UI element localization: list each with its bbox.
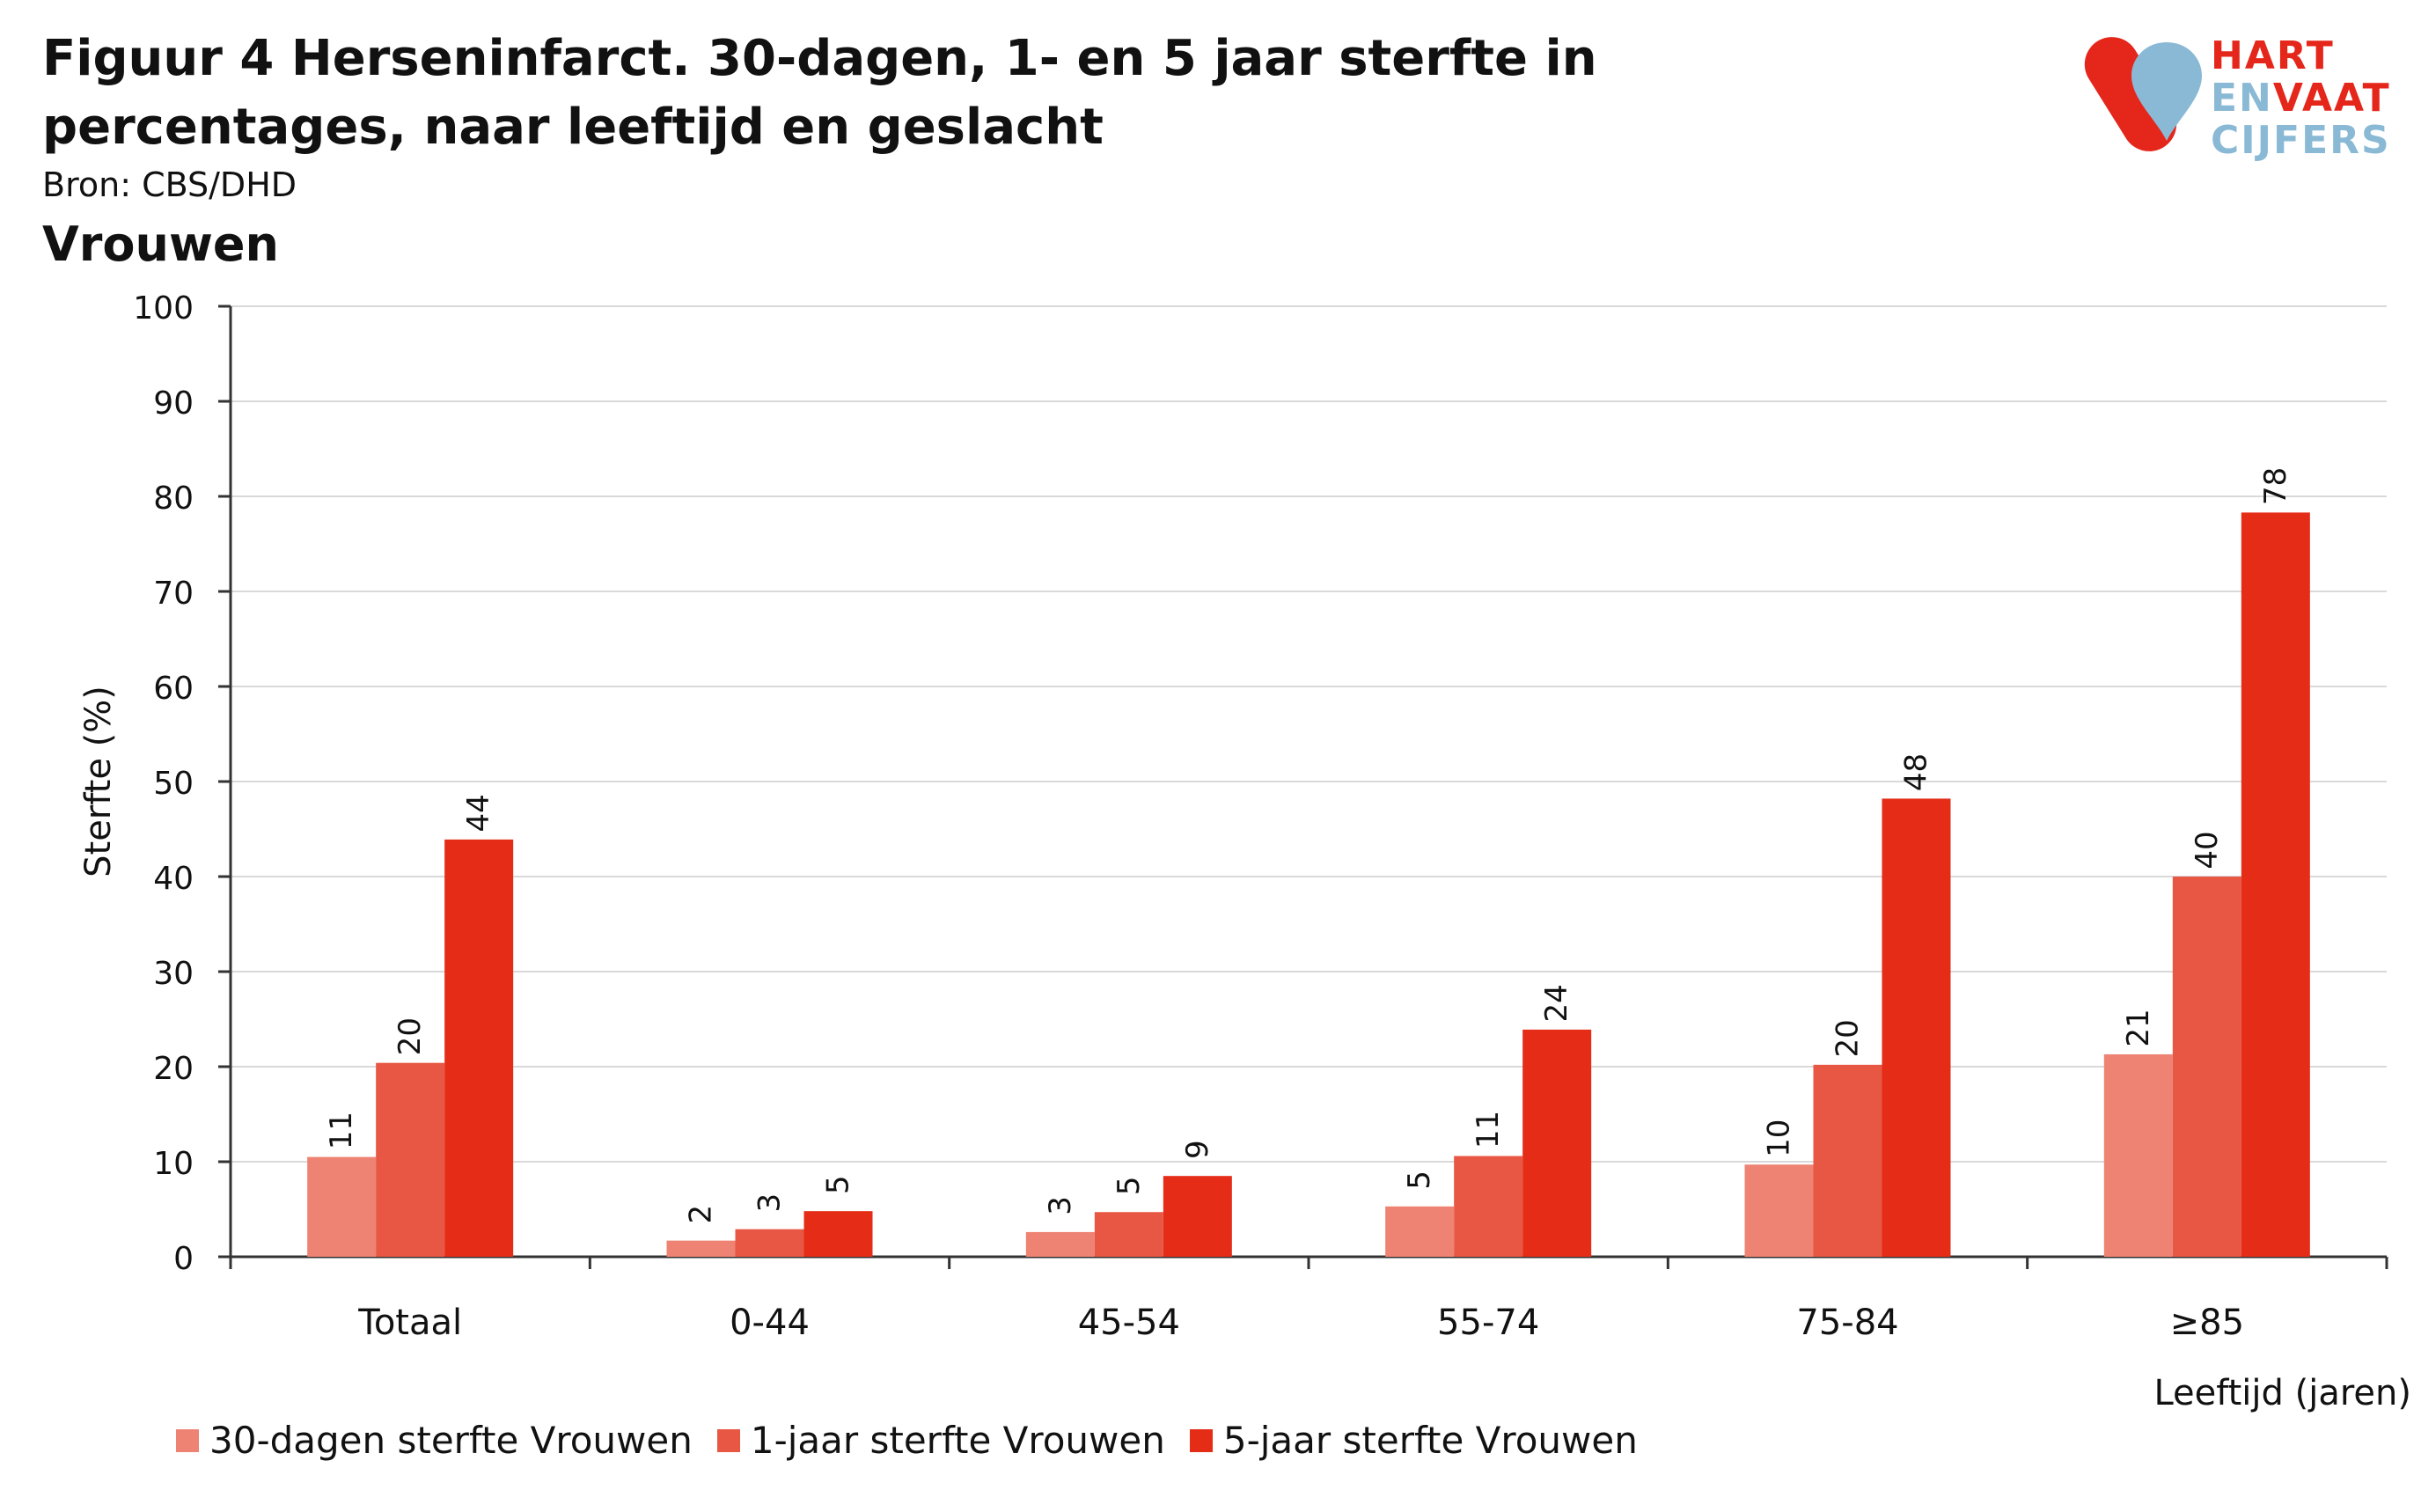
bar (1522, 1029, 1592, 1257)
y-tick-label: 60 (153, 671, 194, 707)
y-tick-label: 10 (153, 1146, 194, 1182)
y-tick-label: 70 (153, 576, 194, 612)
legend-swatch-1-jaar (716, 1428, 740, 1452)
data-label: 3 (1043, 1196, 1078, 1215)
y-tick-label: 30 (153, 956, 194, 992)
x-axis-title: Leeftijd (jaren) (2153, 1373, 2411, 1413)
data-label: 20 (392, 1017, 428, 1055)
x-tick-label: ≥85 (2170, 1303, 2244, 1343)
legend-label-30-dagen: 30-dagen sterfte Vrouwen (209, 1419, 693, 1462)
bar (307, 1156, 377, 1257)
bar (1163, 1176, 1232, 1257)
data-label: 20 (1830, 1019, 1866, 1057)
data-label: 11 (1471, 1111, 1506, 1149)
legend-swatch-5-jaar (1189, 1428, 1213, 1452)
data-label: 9 (1180, 1140, 1215, 1159)
data-label: 10 (1762, 1119, 1797, 1157)
y-tick-label: 80 (153, 481, 194, 517)
bar (1882, 798, 1951, 1257)
bar (1094, 1212, 1163, 1257)
y-tick-label: 20 (153, 1051, 194, 1087)
logo-line3: CIJFERS (2211, 118, 2391, 163)
chart-title: Figuur 4 Herseninfarct. 30-dagen, 1- en … (42, 30, 1597, 156)
bar (1025, 1231, 1095, 1257)
bar (2172, 877, 2241, 1257)
x-tick-label: 55-74 (1437, 1303, 1539, 1343)
bar (1385, 1206, 1455, 1257)
data-label: 24 (1539, 984, 1574, 1022)
legend: 30-dagen sterfte Vrouwen 1-jaar sterfte … (176, 1419, 1662, 1462)
logo-text: HART ENVAAT CIJFERS (2211, 35, 2391, 162)
logo-line2b: VAAT (2272, 76, 2391, 121)
data-label: 5 (1111, 1176, 1147, 1195)
data-label: 5 (821, 1175, 856, 1194)
data-label: 11 (324, 1112, 359, 1149)
y-axis-title: Sterfte (%) (78, 686, 119, 877)
data-label: 5 (1402, 1171, 1437, 1190)
panel-title: Vrouwen (42, 217, 279, 272)
legend-item-30-dagen: 30-dagen sterfte Vrouwen (176, 1419, 693, 1462)
bar (2103, 1053, 2173, 1257)
data-label: 44 (461, 794, 496, 832)
y-tick-label: 0 (173, 1241, 194, 1277)
bar (444, 839, 514, 1257)
bar (735, 1229, 804, 1257)
y-tick-label: 50 (153, 766, 194, 802)
bar (2241, 512, 2310, 1257)
bar (803, 1211, 873, 1257)
data-label: 40 (2190, 831, 2225, 869)
legend-label-1-jaar: 1-jaar sterfte Vrouwen (750, 1419, 1165, 1462)
y-tick-label: 100 (133, 290, 194, 327)
data-label: 21 (2121, 1009, 2156, 1046)
legend-label-5-jaar: 5-jaar sterfte Vrouwen (1222, 1419, 1638, 1462)
x-tick-label: Totaal (357, 1303, 462, 1343)
x-tick-label: 0-44 (730, 1303, 810, 1343)
data-label: 2 (684, 1205, 719, 1224)
bar (1744, 1164, 1814, 1257)
data-label: 78 (2258, 467, 2293, 505)
logo-icon (2084, 37, 2202, 151)
bar (1813, 1064, 1882, 1257)
x-tick-label: 75-84 (1796, 1303, 1898, 1343)
source-note: Bron: CBS/DHD (42, 165, 297, 204)
data-label: 3 (752, 1193, 788, 1213)
legend-item-1-jaar: 1-jaar sterfte Vrouwen (716, 1419, 1165, 1462)
logo-blue-drop (2131, 42, 2202, 141)
bar (376, 1062, 445, 1257)
x-tick-label: 45-54 (1078, 1303, 1180, 1343)
logo-red-stroke (2084, 37, 2177, 151)
data-label: 48 (1899, 753, 1934, 791)
legend-swatch-30-dagen (176, 1428, 199, 1452)
bar (1454, 1156, 1523, 1257)
logo-line2a: EN (2211, 76, 2273, 121)
bar (666, 1240, 736, 1257)
y-tick-label: 40 (153, 861, 194, 897)
y-tick-label: 90 (153, 385, 194, 422)
logo-line1: HART (2211, 33, 2335, 78)
legend-item-5-jaar: 5-jaar sterfte Vrouwen (1189, 1419, 1638, 1462)
